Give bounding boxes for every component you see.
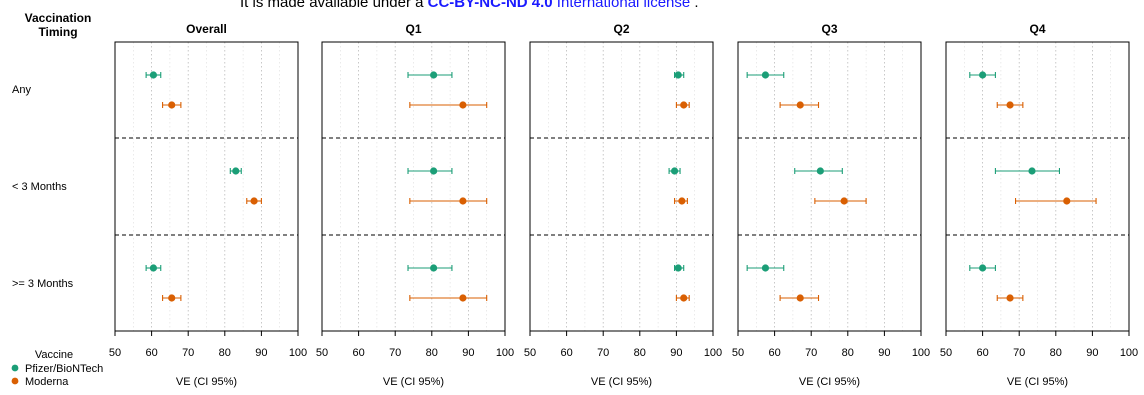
x-axis-label: VE (CI 95%) [591, 376, 652, 388]
x-tick-label: 100 [912, 347, 930, 359]
x-axis-label: VE (CI 95%) [176, 376, 237, 388]
panel-q2: Q2 50 60 70 80 90 100 VE (CI 95%) [524, 22, 722, 388]
x-tick-label: 90 [255, 347, 267, 359]
x-tick-label: 70 [805, 347, 817, 359]
point-estimate [678, 197, 686, 205]
point-estimate [1028, 167, 1036, 175]
x-tick-label: 50 [940, 347, 952, 359]
point-estimate [250, 197, 258, 205]
x-tick-label: 60 [145, 347, 157, 359]
x-tick-label: 60 [976, 347, 988, 359]
point-estimate [1063, 197, 1071, 205]
x-axis-label: VE (CI 95%) [383, 376, 444, 388]
x-tick-label: 60 [352, 347, 364, 359]
x-tick-label: 70 [389, 347, 401, 359]
x-tick-label: 50 [524, 347, 536, 359]
x-tick-label: 80 [842, 347, 854, 359]
banner-prefix: It is made available under a [240, 0, 428, 11]
row-label: Any [12, 84, 31, 96]
panel-q1: Q1 50 60 70 80 90 100 VE (CI 95%) [316, 22, 514, 388]
x-tick-label: 90 [1086, 347, 1098, 359]
legend-title: Vaccine [35, 349, 73, 361]
point-estimate [459, 294, 467, 302]
x-tick-label: 100 [289, 347, 307, 359]
x-tick-label: 50 [109, 347, 121, 359]
x-tick-label: 100 [704, 347, 722, 359]
panel-q4: Q4 50 60 70 80 90 100 VE (CI 95%) [940, 22, 1138, 388]
panel-q3: Q3 50 60 70 80 90 100 VE (CI 95%) [732, 22, 930, 388]
license-link[interactable]: International license [552, 0, 691, 11]
banner-end: . [690, 0, 699, 11]
point-estimate [796, 294, 804, 302]
point-estimate [430, 264, 438, 272]
x-tick-label: 70 [1013, 347, 1025, 359]
x-tick-label: 70 [597, 347, 609, 359]
point-estimate [680, 294, 688, 302]
panel-title: Q4 [1029, 22, 1045, 36]
panel-title: Overall [186, 22, 227, 36]
x-tick-label: 60 [560, 347, 572, 359]
legend-label: Pfizer/BioNTech [25, 363, 103, 375]
point-estimate [1006, 294, 1014, 302]
legend-marker [11, 364, 19, 372]
panel-title: Q1 [405, 22, 421, 36]
x-tick-label: 80 [219, 347, 231, 359]
x-tick-label: 80 [1050, 347, 1062, 359]
point-estimate [680, 101, 688, 109]
point-estimate [979, 71, 987, 79]
x-tick-label: 50 [732, 347, 744, 359]
point-estimate [232, 167, 240, 175]
point-estimate [840, 197, 848, 205]
point-estimate [430, 71, 438, 79]
point-estimate [761, 71, 770, 79]
panel-title: Q3 [821, 22, 837, 36]
point-estimate [1006, 101, 1014, 109]
x-axis-label: VE (CI 95%) [799, 376, 860, 388]
license-code-link[interactable]: CC-BY-NC-ND 4.0 [427, 0, 553, 11]
x-tick-label: 90 [462, 347, 474, 359]
point-estimate [430, 167, 438, 175]
point-estimate [459, 197, 467, 205]
point-estimate [670, 167, 679, 175]
x-tick-label: 50 [316, 347, 328, 359]
point-estimate [816, 167, 824, 175]
panel-overall: Overall 50 60 70 80 90 100 VE (CI 95%) [109, 22, 307, 388]
x-tick-label: 100 [1120, 347, 1138, 359]
point-estimate [796, 101, 804, 109]
row-label: < 3 Months [12, 181, 67, 193]
point-estimate [674, 264, 682, 272]
row-header-line: Timing [38, 25, 77, 39]
point-estimate [149, 264, 158, 272]
panel-title: Q2 [613, 22, 629, 36]
x-tick-label: 60 [768, 347, 780, 359]
x-axis-label: VE (CI 95%) [1007, 376, 1068, 388]
x-tick-label: 70 [182, 347, 194, 359]
point-estimate [674, 71, 682, 79]
point-estimate [149, 71, 158, 79]
x-tick-label: 90 [670, 347, 682, 359]
x-tick-label: 100 [496, 347, 514, 359]
point-estimate [979, 264, 987, 272]
row-label: >= 3 Months [12, 278, 74, 290]
legend-label: Moderna [25, 376, 69, 388]
point-estimate [168, 101, 176, 109]
point-estimate [168, 294, 176, 302]
license-banner: It is made available under a CC-BY-NC-ND… [240, 0, 699, 11]
point-estimate [459, 101, 467, 109]
row-header-line: Vaccination [25, 11, 92, 25]
x-tick-label: 90 [878, 347, 890, 359]
point-estimate [761, 264, 770, 272]
x-tick-label: 80 [634, 347, 646, 359]
x-tick-label: 80 [426, 347, 438, 359]
legend-marker [11, 377, 19, 385]
